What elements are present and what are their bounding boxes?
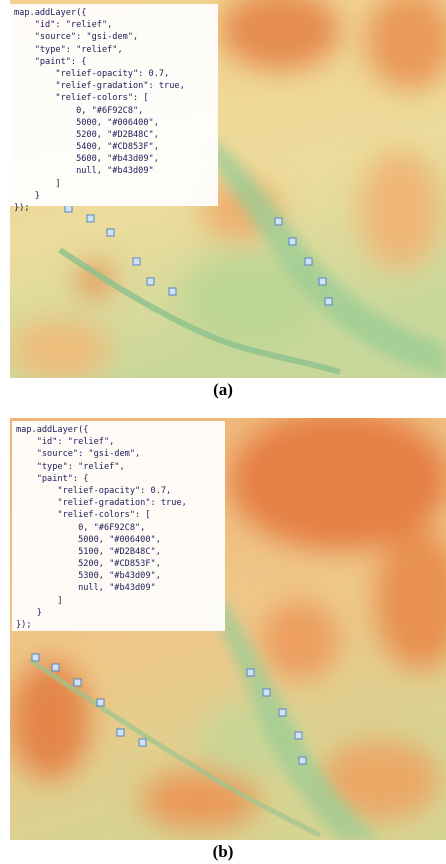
code-line: "relief-opacity": 0.7, (14, 68, 214, 80)
code-line: } (14, 190, 214, 202)
code-line: map.addLayer({ (14, 7, 214, 19)
code-line: 5000, "#006400", (14, 117, 214, 129)
code-line: 5200, "#D2B48C", (14, 129, 214, 141)
code-line: map.addLayer({ (16, 424, 221, 436)
code-line: 5300, "#b43d09", (16, 570, 221, 582)
code-line: "relief-gradation": true, (16, 497, 221, 509)
code-line: null, "#b43d09" (16, 582, 221, 594)
caption: (a) (0, 380, 446, 400)
code-line: }); (16, 619, 221, 631)
code-line: }); (14, 202, 214, 214)
code-line: 5000, "#006400", (16, 534, 221, 546)
code-overlay: map.addLayer({ "id": "relief", "source":… (10, 4, 218, 206)
code-line: 0, "#6F92C8", (14, 105, 214, 117)
code-line: "relief-opacity": 0.7, (16, 485, 221, 497)
code-line: null, "#b43d09" (14, 165, 214, 177)
code-line: 5400, "#CD853F", (14, 141, 214, 153)
code-line: "paint": { (16, 473, 221, 485)
caption: (b) (0, 842, 446, 862)
code-line: "source": "gsi-dem", (16, 448, 221, 460)
code-line: "type": "relief", (16, 461, 221, 473)
code-line: "paint": { (14, 56, 214, 68)
code-line: "relief-gradation": true, (14, 80, 214, 92)
code-line: "type": "relief", (14, 44, 214, 56)
code-line: ] (16, 595, 221, 607)
code-line: 5100, "#D2B48C", (16, 546, 221, 558)
code-line: "relief-colors": [ (14, 92, 214, 104)
code-overlay: map.addLayer({ "id": "relief", "source":… (12, 421, 225, 631)
code-line: 5200, "#CD853F", (16, 558, 221, 570)
code-line: "source": "gsi-dem", (14, 31, 214, 43)
code-line: 0, "#6F92C8", (16, 522, 221, 534)
code-line: "id": "relief", (16, 436, 221, 448)
code-line: } (16, 607, 221, 619)
code-line: 5600, "#b43d09", (14, 153, 214, 165)
code-line: "relief-colors": [ (16, 509, 221, 521)
code-line: ] (14, 178, 214, 190)
figure: map.addLayer({ "id": "relief", "source":… (0, 0, 446, 864)
code-line: "id": "relief", (14, 19, 214, 31)
